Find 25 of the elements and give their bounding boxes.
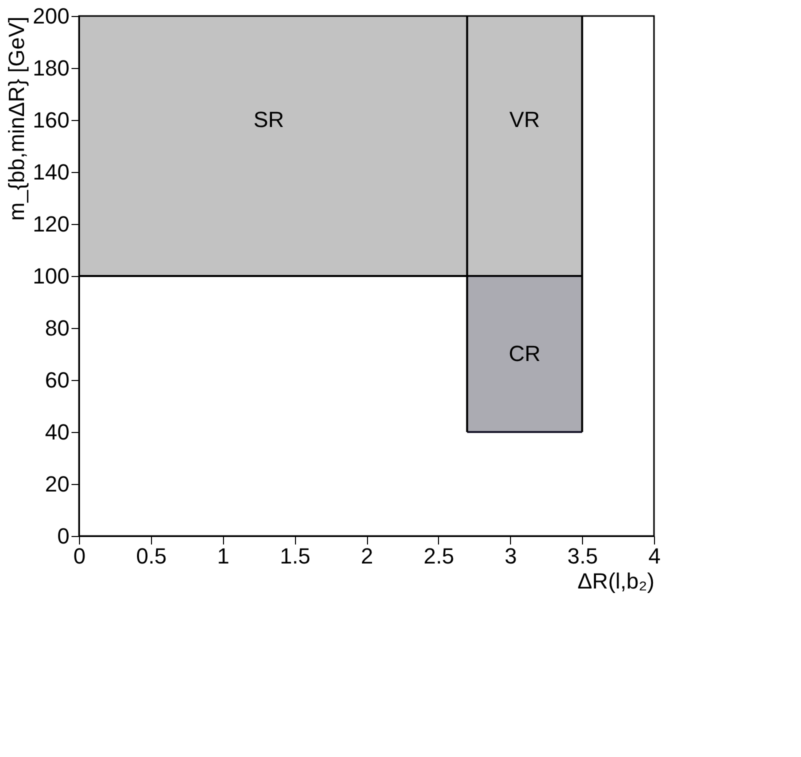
y-tick-label: 100 [32,264,70,288]
x-tick-label: 3.5 [567,544,598,568]
y-tick-label: 60 [45,368,70,392]
y-tick-label: 80 [45,316,70,340]
y-tick-label: 160 [32,108,70,132]
x-tick-label: 1.5 [280,544,310,568]
x-tick-label: 0.5 [136,544,167,568]
annotation: CR [508,341,541,366]
x-tick-label: 2.5 [424,544,454,568]
x-tick-label: 3 [504,544,517,568]
x-tick-label: 1 [217,544,230,568]
annotation: SR [253,107,284,132]
x-tick-label: 2 [360,544,374,568]
y-tick-label: 180 [32,56,70,80]
y-tick-label: 0 [57,524,70,548]
x-tick-label: 0 [73,544,86,568]
x-axis-title: ΔR(l,b₂) [577,568,654,594]
x-tick-label: 4 [648,544,661,568]
y-tick-label: 200 [32,4,70,28]
y-axis-title: m_{bb,minΔR} [GeV] [4,16,29,221]
y-tick-label: 120 [32,212,70,236]
annotation: VR [509,107,540,132]
y-tick-label: 140 [32,160,70,184]
y-tick-label: 20 [45,472,70,496]
y-tick-label: 40 [45,420,70,444]
